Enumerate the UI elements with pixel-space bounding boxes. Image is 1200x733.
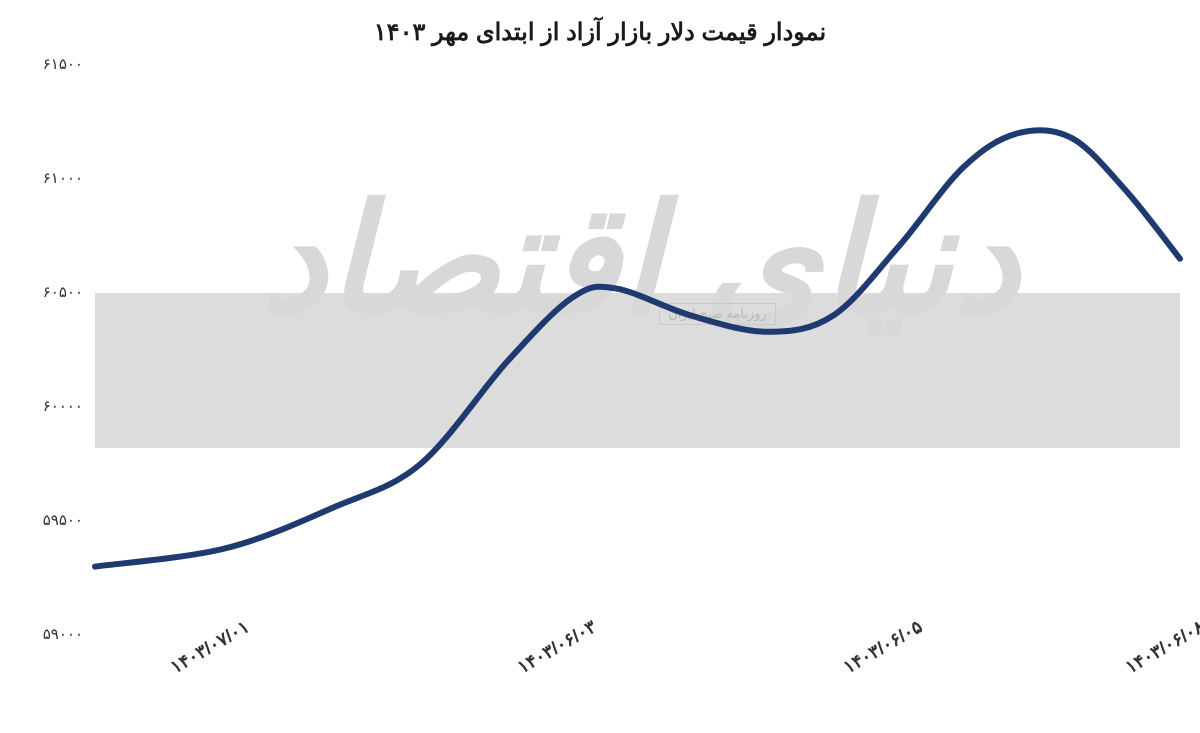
line-plot [0,0,1200,733]
price-line [95,130,1180,566]
chart-container: نمودار قیمت دلار بازار آزاد از ابتدای مه… [0,0,1200,733]
